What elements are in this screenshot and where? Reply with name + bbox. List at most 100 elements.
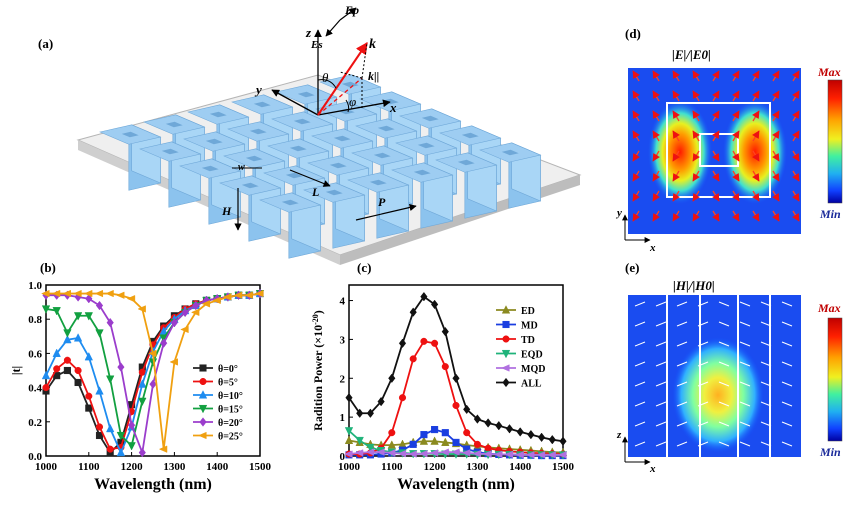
legend-label: MD xyxy=(521,321,538,332)
data-point xyxy=(559,436,567,446)
e-field-arrow xyxy=(712,70,720,82)
h-field-arrow xyxy=(655,361,667,367)
e-field-map xyxy=(628,68,801,234)
data-point xyxy=(192,300,200,311)
data-point xyxy=(106,445,114,453)
data-point xyxy=(127,442,136,451)
legend-label: θ=10° xyxy=(218,391,243,402)
data-point xyxy=(495,420,503,431)
plot-frame xyxy=(45,284,261,457)
e-field-arrow xyxy=(652,170,660,182)
data-point xyxy=(461,449,471,457)
e-field-arrow xyxy=(672,190,680,202)
data-point xyxy=(52,348,61,357)
h-field-arrow xyxy=(781,301,793,307)
data-point xyxy=(366,408,375,418)
h-field-arrow xyxy=(697,421,709,427)
data-point xyxy=(83,289,93,298)
h-field-arrow xyxy=(739,361,751,367)
e-field-arrow xyxy=(652,110,660,122)
colorbar-e-max: Max xyxy=(817,301,841,315)
h-field-hotspot xyxy=(672,337,764,453)
data-point xyxy=(537,432,546,443)
e-field-arrow xyxy=(692,130,700,142)
e-field-arrow xyxy=(712,130,720,142)
h-field-arrow xyxy=(781,321,793,327)
x-tick-label: 1200 xyxy=(424,461,447,473)
h-field-arrow xyxy=(655,381,667,387)
data-point xyxy=(51,289,61,298)
data-point xyxy=(452,401,460,410)
data-point xyxy=(440,448,449,456)
block xyxy=(347,172,410,239)
e-field-arrow xyxy=(792,110,800,122)
e-field-arrow xyxy=(752,210,760,222)
h-field-arrow xyxy=(718,441,730,447)
data-point xyxy=(484,418,492,428)
h-field-arrow xyxy=(781,401,793,407)
data-point xyxy=(105,289,114,298)
block xyxy=(391,162,454,229)
e-field-arrow xyxy=(792,190,800,202)
data-point xyxy=(42,384,50,392)
data-point xyxy=(501,349,511,359)
data-point xyxy=(463,429,471,437)
e-field-arrow xyxy=(712,90,720,102)
e-field-arrow xyxy=(672,210,680,222)
e-field-arrow xyxy=(692,70,700,82)
data-point xyxy=(387,440,397,449)
h-field-arrow xyxy=(634,401,646,407)
h-field-arrow xyxy=(634,321,646,327)
h-field-arrow xyxy=(760,421,772,427)
data-point xyxy=(345,392,353,403)
data-point xyxy=(398,394,407,402)
h-field-arrow xyxy=(676,421,688,427)
data-point xyxy=(74,378,82,387)
data-point xyxy=(85,404,93,412)
data-point xyxy=(366,443,375,453)
h-field-arrow xyxy=(739,421,751,427)
data-point xyxy=(199,364,207,372)
h-field-arrow xyxy=(676,321,688,327)
data-point xyxy=(74,366,82,375)
x-tick-label: 1500 xyxy=(249,461,272,473)
h-field-arrow xyxy=(718,421,730,427)
y-tick-label: 1.0 xyxy=(28,280,42,292)
data-point xyxy=(484,444,492,452)
y-tick-label: 0.0 xyxy=(28,451,42,463)
e-field-arrow xyxy=(732,90,740,102)
data-point xyxy=(376,448,385,456)
axis-d-vertical: y xyxy=(615,207,622,219)
Es-arrow xyxy=(325,19,341,37)
data-point xyxy=(441,363,449,371)
h-field-arrow xyxy=(781,441,793,447)
h-field-arrow xyxy=(718,381,730,387)
data-point xyxy=(473,414,482,424)
data-point xyxy=(52,307,61,316)
colorbar-e-min: Min xyxy=(819,445,841,459)
data-point xyxy=(201,300,211,308)
x-tick-label: 1500 xyxy=(552,461,575,473)
data-point xyxy=(94,289,104,298)
data-point xyxy=(409,307,417,317)
data-point xyxy=(85,392,93,400)
series-θ=25° xyxy=(41,289,264,453)
block xyxy=(435,152,498,219)
h-field-arrow xyxy=(760,401,772,407)
y-tick-label: 2 xyxy=(340,373,346,385)
data-point xyxy=(515,451,524,459)
legend-label: θ=15° xyxy=(218,405,243,416)
label-P: P xyxy=(378,195,386,209)
data-point xyxy=(493,450,503,459)
h-field-arrow xyxy=(760,361,772,367)
e-field-arrow xyxy=(672,130,680,142)
axis-e-vertical: z xyxy=(616,429,622,441)
P-dimension xyxy=(355,203,417,221)
block xyxy=(259,192,322,259)
data-point xyxy=(419,436,429,445)
e-field-arrow xyxy=(692,90,700,102)
e-field-arrow xyxy=(752,90,760,102)
h-field-arrow xyxy=(676,361,688,367)
data-point xyxy=(386,449,396,457)
panel-d-title: |E|/|E0| xyxy=(672,47,711,62)
